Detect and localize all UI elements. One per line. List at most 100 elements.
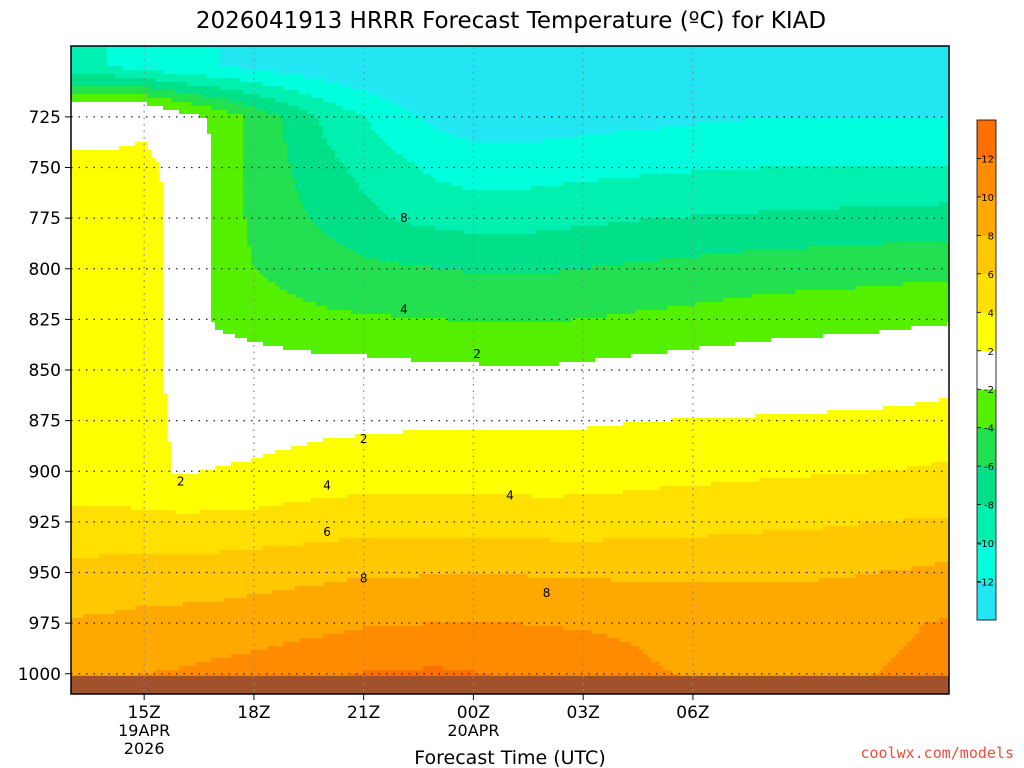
temperature-cell [535,126,540,131]
temperature-cell [899,66,904,71]
temperature-cell [599,110,604,115]
temperature-cell [99,110,104,115]
temperature-cell [295,74,300,79]
temperature-cell [499,82,504,87]
temperature-cell [871,106,876,111]
temperature-cell [843,50,848,55]
temperature-cell [791,62,796,67]
temperature-cell [151,118,156,123]
temperature-cell [671,86,676,91]
temperature-cell [383,94,388,99]
temperature-cell [919,126,924,131]
temperature-cell [935,82,940,87]
temperature-cell [927,90,932,95]
temperature-cell [207,102,212,107]
temperature-cell [455,54,460,59]
temperature-cell [291,66,296,71]
temperature-cell [767,122,772,127]
temperature-cell [395,94,400,99]
temperature-cell [103,102,108,107]
temperature-cell [875,102,880,107]
temperature-cell [655,66,660,71]
temperature-cell [307,86,312,91]
temperature-cell [371,106,376,111]
temperature-cell [779,78,784,83]
temperature-cell [275,106,280,111]
temperature-cell [551,114,556,119]
temperature-cell [367,58,372,63]
temperature-cell [487,106,492,111]
temperature-cell [859,54,864,59]
temperature-cell [475,86,480,91]
temperature-cell [851,94,856,99]
temperature-cell [855,74,860,79]
temperature-cell [723,46,728,51]
temperature-cell [395,70,400,75]
temperature-cell [423,114,428,119]
temperature-cell [231,70,236,75]
temperature-cell [83,126,88,131]
temperature-cell [435,102,440,107]
temperature-cell [463,90,468,95]
temperature-cell [875,62,880,67]
temperature-cell [371,70,376,75]
temperature-cell [531,118,536,123]
temperature-cell [443,86,448,91]
temperature-cell [259,102,264,107]
temperature-cell [447,134,452,139]
temperature-cell [611,46,616,51]
temperature-cell [195,106,200,111]
temperature-cell [595,94,600,99]
temperature-cell [175,106,180,111]
temperature-cell [727,98,732,103]
temperature-cell [315,90,320,95]
temperature-cell [535,118,540,123]
temperature-cell [707,102,712,107]
temperature-cell [119,98,124,103]
temperature-cell [519,126,524,131]
temperature-cell [807,94,812,99]
temperature-cell [671,126,676,131]
temperature-cell [79,74,84,79]
temperature-cell [931,106,936,111]
temperature-cell [715,50,720,55]
temperature-cell [195,78,200,83]
temperature-cell [271,106,276,111]
temperature-cell [771,86,776,91]
temperature-cell [95,94,100,99]
temperature-cell [171,122,176,127]
temperature-cell [135,46,140,51]
temperature-cell [507,54,512,59]
temperature-cell [239,66,244,71]
temperature-cell [219,86,224,91]
temperature-cell [551,98,556,103]
temperature-cell [95,110,100,115]
temperature-cell [495,106,500,111]
temperature-cell [567,126,572,131]
temperature-cell [499,114,504,119]
temperature-cell [871,90,876,95]
temperature-cell [311,134,316,139]
temperature-cell [539,134,544,139]
temperature-cell [279,90,284,95]
temperature-cell [519,102,524,107]
temperature-cell [507,50,512,55]
temperature-cell [295,90,300,95]
temperature-cell [483,118,488,123]
temperature-cell [599,82,604,87]
temperature-cell [355,62,360,67]
temperature-cell [491,118,496,123]
temperature-cell [239,58,244,63]
temperature-cell [351,46,356,51]
temperature-cell [735,58,740,63]
temperature-cell [395,102,400,107]
temperature-cell [363,122,368,127]
temperature-cell [735,110,740,115]
temperature-cell [735,90,740,95]
temperature-cell [747,130,752,135]
temperature-cell [599,62,604,67]
temperature-cell [203,70,208,75]
temperature-cell [331,114,336,119]
temperature-cell [343,102,348,107]
temperature-cell [507,126,512,131]
